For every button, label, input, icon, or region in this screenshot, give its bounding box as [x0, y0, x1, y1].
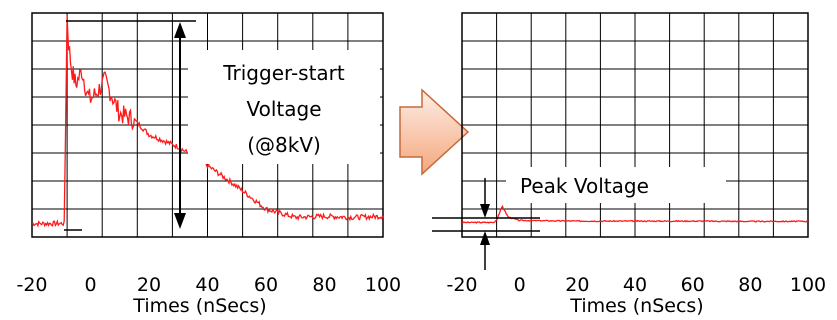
x-tick-label: 40: [623, 274, 647, 296]
x-tick-label: 100: [790, 274, 826, 296]
x-tick-label: 20: [565, 274, 589, 296]
trigger-label-line-1: Trigger-start: [222, 61, 345, 85]
x-tick-label: 60: [254, 274, 278, 296]
x-tick-label: 40: [195, 274, 219, 296]
peak-arrow-head-down: [480, 204, 490, 218]
trigger-arrow-head-down: [174, 213, 186, 229]
trigger-label-box: [188, 50, 380, 164]
peak-label-box: [506, 167, 726, 203]
chart-left-x-axis-label: Times (nSecs): [132, 295, 266, 317]
peak-arrow-head-up: [480, 231, 490, 245]
chart-left-x-ticks: -20 0 20 40 60 80 100: [16, 274, 401, 296]
x-tick-label: 0: [84, 274, 96, 296]
x-tick-label: -20: [16, 274, 47, 296]
chart-left: -20 0 20 40 60 80 100 Times (nSecs) Trigger-st…: [16, 12, 401, 317]
x-tick-label: 60: [681, 274, 705, 296]
plot-frame: [31, 12, 384, 238]
transition-arrow-icon: [399, 88, 470, 176]
trigger-arrow-head-up: [174, 22, 186, 38]
chart-left-trace: [31, 15, 384, 228]
trigger-label-line-3: (@8kV): [247, 133, 321, 157]
x-tick-label: -20: [446, 274, 477, 296]
chart-right: -20 0 20 40 60 80 100 Times (nSecs) Peak Volta…: [432, 12, 826, 317]
chart-right-x-axis-label: Times (nSecs): [569, 295, 703, 317]
x-tick-label: 100: [365, 274, 401, 296]
x-tick-label: 80: [312, 274, 336, 296]
peak-label: Peak Voltage: [520, 174, 649, 198]
chart-right-grid: [461, 12, 809, 238]
trigger-label-line-2: Voltage: [246, 97, 321, 121]
chart-right-x-ticks: -20 0 20 40 60 80 100: [446, 274, 826, 296]
x-tick-label: 0: [514, 274, 526, 296]
plot-frame: [461, 12, 809, 238]
chart-right-trace: [461, 204, 809, 224]
x-tick-label: 80: [738, 274, 762, 296]
x-tick-label: 20: [137, 274, 161, 296]
